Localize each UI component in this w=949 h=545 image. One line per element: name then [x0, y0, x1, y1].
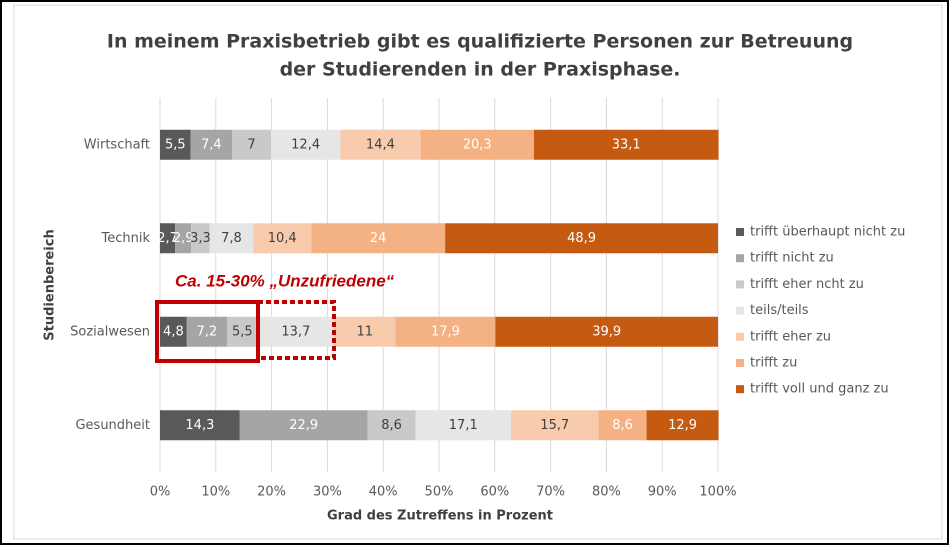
legend-swatch: [736, 359, 744, 367]
grid: [159, 98, 719, 472]
data-label: 7,4: [201, 137, 222, 152]
legend-label: trifft zu: [750, 356, 797, 371]
annotation: Ca. 15-30% „Unzufriedene“: [175, 271, 395, 290]
y-tick-label: Sozialwesen: [70, 324, 150, 339]
data-label: 22,9: [289, 418, 318, 433]
data-label: 2,9: [173, 231, 194, 246]
bar-segment: [253, 223, 312, 254]
bar-segment: [226, 316, 258, 347]
chart-title: der Studierenden in der Praxisphase.: [280, 59, 681, 81]
legend-label: trifft eher zu: [750, 329, 831, 344]
data-label: 10,4: [268, 231, 297, 246]
legend-label: trifft überhaupt nicht zu: [750, 225, 905, 240]
bar-segment: [415, 410, 511, 441]
legend-swatch: [736, 254, 744, 263]
bar-segment: [239, 410, 368, 441]
data-label: 7: [247, 137, 255, 152]
bar-segment: [533, 129, 719, 160]
bar-segment: [311, 223, 446, 254]
data-label: 8,6: [612, 418, 633, 433]
data-label: 33,1: [612, 137, 641, 152]
data-label: 5,5: [165, 137, 186, 152]
bar-segment: [420, 129, 534, 160]
bar-segment: [646, 410, 719, 441]
bar-segment: [334, 316, 396, 347]
plot-frame: [13, 4, 943, 540]
bar-segment: [257, 316, 335, 347]
legend-label: trifft eher ncht zu: [750, 277, 864, 292]
data-label: 15,7: [540, 418, 569, 433]
bar-segment: [190, 129, 232, 160]
bar-segment: [160, 410, 240, 441]
data-label: 39,9: [592, 324, 621, 339]
y-axis-title: Studienbereich: [43, 229, 58, 340]
data-label: 24: [370, 231, 387, 246]
y-tick-label: Gesundheit: [75, 418, 150, 433]
data-label: 11: [357, 324, 374, 339]
data-label: 17,9: [431, 324, 460, 339]
x-tick-label: 100%: [699, 485, 736, 500]
bar-segment: [231, 129, 272, 160]
chart-title: In meinem Praxisbetrieb gibt es qualifiz…: [107, 31, 853, 53]
bar-segment: [209, 223, 254, 254]
bar-segment: [445, 223, 718, 254]
x-tick-label: 0%: [150, 485, 171, 500]
data-label: 4,8: [163, 324, 184, 339]
data-label: 12,4: [291, 137, 320, 152]
x-tick-label: 90%: [648, 485, 677, 500]
data-label: 14,3: [185, 418, 214, 433]
highlight-box: [155, 300, 260, 363]
highlight-box-dotted: [258, 300, 336, 360]
data-label: 48,9: [567, 231, 596, 246]
bar-segment: [367, 410, 416, 441]
legend-label: trifft nicht zu: [750, 251, 834, 266]
data-label: 7,2: [197, 324, 218, 339]
bar-segment: [175, 223, 192, 254]
bar-segment: [160, 223, 176, 254]
x-tick-label: 70%: [536, 485, 565, 500]
bar-segment: [340, 129, 421, 160]
bar-segment: [395, 316, 496, 347]
bar-segment: [598, 410, 647, 441]
data-label: 2,7: [157, 231, 178, 246]
data-label: 14,4: [366, 137, 395, 152]
legend-swatch: [736, 280, 744, 289]
data-label: 12,9: [668, 418, 697, 433]
x-tick-label: 10%: [201, 485, 230, 500]
x-axis-title: Grad des Zutreffens in Prozent: [327, 509, 553, 524]
legend-swatch: [736, 385, 744, 394]
bar-segment: [160, 129, 191, 160]
x-tick-label: 40%: [369, 485, 398, 500]
bar-segment: [510, 410, 599, 441]
bar-segment: [160, 316, 187, 347]
data-label: 5,5: [232, 324, 253, 339]
x-tick-label: 80%: [592, 485, 621, 500]
bar-segment: [191, 223, 210, 254]
bar-segment: [186, 316, 227, 347]
x-tick-label: 50%: [425, 485, 454, 500]
data-label: 7,8: [221, 231, 242, 246]
legend-swatch: [736, 332, 744, 341]
legend-label: teils/teils: [750, 303, 809, 318]
x-tick-label: 60%: [480, 485, 509, 500]
data-label: 17,1: [449, 418, 478, 433]
bar-segment: [271, 129, 341, 160]
data-label: 3,3: [190, 231, 211, 246]
legend-swatch: [736, 306, 744, 315]
x-tick-label: 20%: [257, 485, 286, 500]
data-label: 8,6: [381, 418, 402, 433]
bars: 5,5 7,4 7 12,4 14,4 20,3 33,1 2,72,93,3 7,8 10,4 2…: [157, 129, 719, 441]
y-tick-label: Wirtschaft: [84, 137, 150, 152]
x-tick-label: 30%: [313, 485, 342, 500]
data-label: 20,3: [463, 137, 492, 152]
data-label: 13,7: [281, 324, 310, 339]
bar-segment: [495, 316, 718, 347]
legend-label: trifft voll und ganz zu: [750, 382, 889, 397]
y-tick-label: Technik: [101, 231, 151, 246]
legend-swatch: [736, 228, 744, 236]
